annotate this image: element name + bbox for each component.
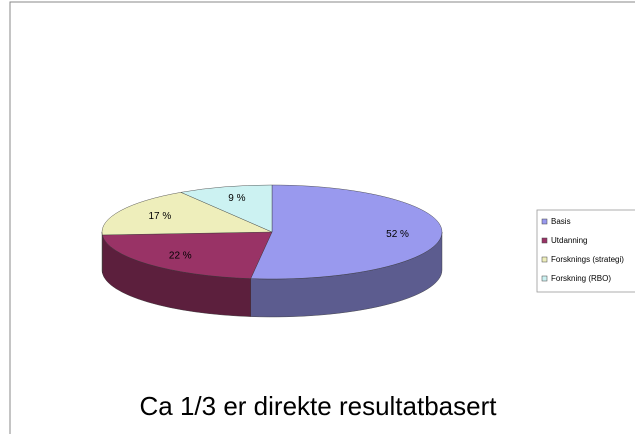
legend: Basis Utdanning Forsknings (strategi) Forsk… bbox=[541, 217, 624, 283]
slice bbox=[250, 184, 443, 280]
legend-label: Basis bbox=[551, 217, 571, 226]
value-label: 9 % bbox=[228, 193, 245, 204]
pie: 52 % 22 % 17 % 9 % bbox=[101, 184, 443, 318]
legend-label: Forskning (RBO) bbox=[551, 274, 611, 283]
legend-box bbox=[536, 209, 635, 293]
value-label: 22 % bbox=[169, 250, 192, 261]
legend-swatch bbox=[541, 237, 548, 244]
legend-swatch bbox=[541, 218, 548, 225]
caption: Ca 1/3 er direkte resultatbasert bbox=[140, 391, 498, 421]
legend-swatch bbox=[541, 275, 548, 282]
slice bbox=[180, 184, 273, 233]
legend-swatch bbox=[541, 256, 548, 263]
legend-label: Forsknings (strategi) bbox=[551, 255, 624, 264]
value-label: 52 % bbox=[386, 229, 409, 240]
frame bbox=[9, 1, 635, 434]
legend-label: Utdanning bbox=[551, 236, 587, 245]
slice bbox=[102, 231, 273, 279]
value-label: 17 % bbox=[149, 211, 172, 222]
slice bbox=[101, 192, 273, 236]
